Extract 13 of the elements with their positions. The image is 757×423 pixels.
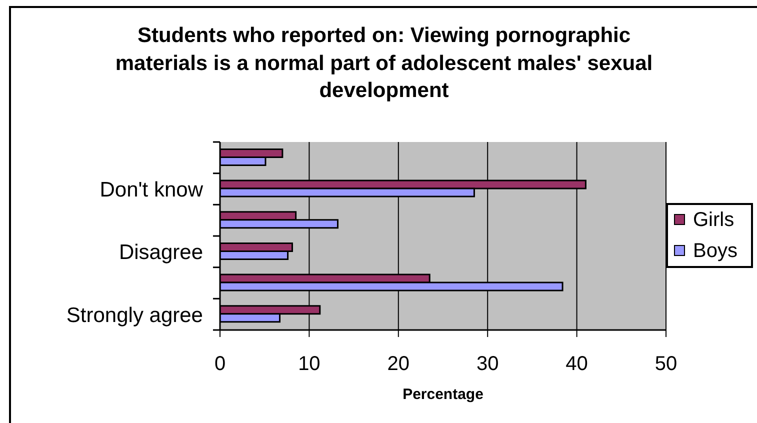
y-tick-label: Disagree — [118, 241, 203, 264]
x-tick-label: 40 — [566, 353, 588, 376]
y-tick-label: Don't know — [100, 178, 204, 202]
chart-title: Students who reported on: Viewing pornographic materials is a normal part of adolescent males' sexual development — [114, 23, 654, 104]
legend-label: Girls — [693, 208, 734, 230]
x-tick-label: 10 — [298, 353, 320, 376]
legend-label: Boys — [693, 240, 738, 262]
x-tick-label: 20 — [387, 353, 410, 376]
x-tick-label: 30 — [476, 353, 499, 376]
x-axis-title: Percentage — [402, 386, 484, 404]
x-tick-label: 0 — [214, 353, 226, 376]
y-tick-label: Strongly agree — [66, 304, 203, 327]
x-tick-label: 50 — [654, 353, 678, 376]
